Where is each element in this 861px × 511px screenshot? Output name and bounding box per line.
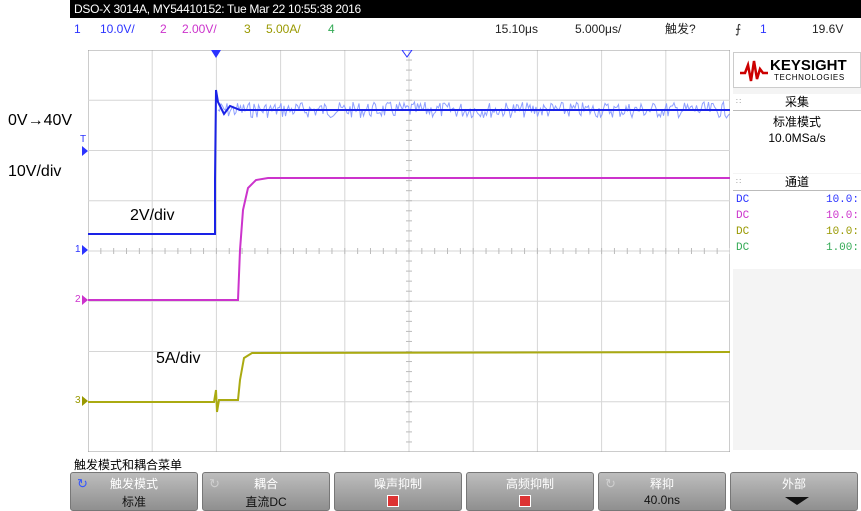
logo-subtitle: TECHNOLOGIES	[774, 73, 845, 82]
channel-value: 10.0:	[825, 226, 859, 238]
trigger-level[interactable]: 19.6V	[812, 22, 844, 36]
ch1-range-annotation: 0V→40V	[8, 112, 73, 129]
toggle-indicator-icon	[519, 495, 531, 507]
ch2-ground-arrow-icon	[82, 295, 88, 305]
softkey-label: 高频抑制	[505, 477, 554, 491]
ch3-div-annotation: 5A/div	[156, 350, 201, 367]
grip-icon: ∷	[736, 97, 742, 106]
channel-header-label: 通道	[784, 175, 809, 189]
softkey-coupling[interactable]: ↻ 耦合 直流DC	[202, 472, 330, 511]
toggle-indicator-icon	[387, 495, 399, 507]
acquire-header-label: 采集	[784, 95, 809, 109]
time-scale[interactable]: 5.000μs/	[575, 22, 622, 36]
status-bar: 1 10.0V/ 2 2.00V/ 3 5.00A/ 4 15.10μs 5.0…	[70, 18, 861, 40]
softkey-holdoff[interactable]: ↻ 释抑 40.0ns	[598, 472, 726, 511]
ch1-noise-trace	[217, 100, 730, 120]
ch3-ground-arrow-icon	[82, 396, 88, 406]
rotate-knob-icon: ↻	[77, 476, 88, 491]
ch4-number[interactable]: 4	[328, 22, 335, 36]
ch2-scale[interactable]: 2.00V/	[182, 22, 217, 36]
acquire-box: 标准模式 10.0MSa/s	[733, 111, 861, 173]
graticule	[88, 50, 730, 452]
keysight-logo: KEYSIGHT TECHNOLOGIES	[733, 52, 861, 88]
trigger-level-marker[interactable]: T	[80, 134, 87, 145]
ch1-div-annotation: 10V/div	[8, 163, 62, 180]
ch1-ground-arrow-icon	[82, 245, 88, 255]
channel-value: 10.0:	[825, 194, 859, 206]
ch2-ground-marker[interactable]: 2	[75, 294, 81, 305]
keysight-wave-icon	[740, 60, 768, 82]
logo-word: KEYSIGHT	[770, 57, 847, 74]
time-position[interactable]: 15.10μs	[495, 22, 538, 36]
ch3-number[interactable]: 3	[244, 22, 251, 36]
title-text: DSO-X 3014A, MY54410152: Tue Mar 22 10:5…	[74, 2, 361, 16]
softkey-label: 噪声抑制	[373, 477, 422, 491]
channel-row-1: DC 10.0:	[733, 193, 861, 208]
trigger-channel[interactable]: 1	[760, 22, 767, 36]
softkey-trigger-mode[interactable]: ↻ 触发模式 标准	[70, 472, 198, 511]
ch2-number[interactable]: 2	[160, 22, 167, 36]
softkey-value: 标准	[121, 495, 146, 509]
softkey-noise-reject[interactable]: 噪声抑制	[334, 472, 462, 511]
trigger-state: 触发?	[665, 22, 696, 36]
channel-header[interactable]: ∷ 通道	[733, 174, 861, 191]
rotate-knob-icon: ↻	[209, 476, 220, 491]
softkey-label: 耦合	[253, 477, 278, 491]
acquire-mode: 标准模式	[772, 115, 821, 129]
waveform-svg	[88, 50, 730, 452]
softkey-value: 直流DC	[245, 495, 287, 509]
ch1-ground-marker[interactable]: 1	[75, 244, 81, 255]
softkey-value: 40.0ns	[643, 493, 681, 507]
ch3-scale[interactable]: 5.00A/	[266, 22, 301, 36]
channel-coupling: DC	[736, 194, 750, 206]
channel-value: 10.0:	[825, 210, 859, 222]
ch2-div-annotation: 2V/div	[130, 207, 175, 224]
channel-row-2: DC 10.0:	[733, 209, 861, 224]
down-arrow-icon	[785, 497, 809, 505]
trigger-level-arrow-icon	[82, 146, 88, 156]
softkey-label: 触发模式	[109, 477, 158, 491]
ch3-trace	[88, 351, 730, 413]
ch1-number[interactable]: 1	[74, 22, 81, 36]
menu-title: 触发模式和耦合菜单	[74, 458, 183, 472]
waveform-display[interactable]	[88, 50, 730, 452]
ch3-ground-marker[interactable]: 3	[75, 395, 81, 406]
ch1-scale[interactable]: 10.0V/	[100, 22, 135, 36]
title-bar: DSO-X 3014A, MY54410152: Tue Mar 22 10:5…	[70, 0, 861, 18]
right-info-panel: KEYSIGHT TECHNOLOGIES ∷ 采集 标准模式 10.0MSa/…	[733, 52, 861, 450]
rotate-knob-icon: ↻	[605, 476, 616, 491]
softkey-label: 外部	[781, 477, 806, 491]
channel-row-4: DC 1.00:	[733, 241, 861, 256]
softkey-external[interactable]: 外部	[730, 472, 858, 511]
grip-icon: ∷	[736, 177, 742, 186]
acquire-header[interactable]: ∷ 采集	[733, 94, 861, 111]
trigger-edge-icon: ⨍	[735, 22, 742, 36]
ch2-trace	[88, 177, 730, 301]
channel-coupling: DC	[736, 226, 750, 238]
channel-row-3: DC 10.0:	[733, 225, 861, 240]
channel-coupling: DC	[736, 242, 750, 254]
channel-value: 1.00:	[825, 242, 859, 254]
channel-coupling: DC	[736, 210, 750, 222]
ch1-trace	[88, 89, 730, 235]
channel-box: DC 10.0: DC 10.0: DC 10.0: DC 1.00:	[733, 191, 861, 269]
delay-marker	[401, 50, 413, 58]
softkey-bar: ↻ 触发模式 标准 ↻ 耦合 直流DC 噪声抑制 高频抑制 ↻ 释抑 40.0n…	[62, 472, 861, 511]
softkey-label: 释抑	[649, 477, 674, 491]
softkey-hf-reject[interactable]: 高频抑制	[466, 472, 594, 511]
trigger-position-marker[interactable]	[211, 50, 221, 58]
acquire-rate: 10.0MSa/s	[768, 131, 826, 145]
